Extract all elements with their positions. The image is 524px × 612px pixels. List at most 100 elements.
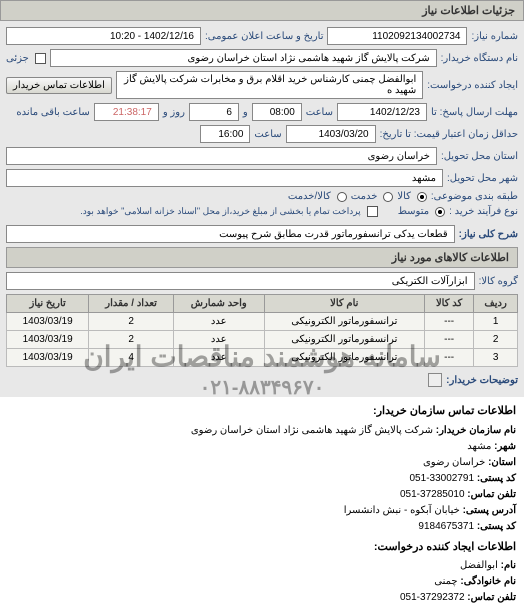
table-cell: 1403/03/19 — [7, 349, 89, 367]
valid-time-value: 16:00 — [200, 125, 250, 143]
valid-date-value: 1403/03/20 — [286, 125, 376, 143]
c-post2: 9184675371 — [418, 521, 474, 532]
table-header: ردیف — [474, 295, 518, 313]
valid-from-label: حداقل زمان اعتبار قیمت: تا تاریخ: — [380, 129, 518, 140]
table-cell: عدد — [173, 313, 264, 331]
radio-kalakhadamat[interactable] — [337, 192, 347, 202]
partial-checkbox[interactable] — [35, 53, 46, 64]
c-city: مشهد — [467, 441, 491, 452]
table-cell: ترانسفورماتور الکترونیکی — [264, 331, 424, 349]
attach-label: توضیحات خریدار: — [446, 375, 518, 386]
table-cell: 4 — [89, 349, 174, 367]
table-row: 3---ترانسفورماتور الکترونیکیعدد41403/03/… — [7, 349, 518, 367]
table-cell: 1 — [474, 313, 518, 331]
partial-label: جزئی — [6, 53, 29, 64]
table-header: تاریخ نیاز — [7, 295, 89, 313]
table-row: 2---ترانسفورماتور الکترونیکیعدد21403/03/… — [7, 331, 518, 349]
buyer-org-value: شرکت پالایش گاز شهید هاشمی نژاد استان خر… — [50, 49, 437, 67]
table-cell: 3 — [474, 349, 518, 367]
subject-cat-label: طبقه بندی موضوعی: — [431, 191, 518, 202]
date-value: 1402/12/16 - 10:20 — [6, 27, 201, 45]
resp-time-label: ساعت — [306, 107, 333, 118]
c-city-label: شهر: — [494, 441, 516, 452]
table-cell: 2 — [89, 331, 174, 349]
opt-khadamat: خدمت — [351, 191, 378, 202]
c-phone-label: تلفن تماس: — [467, 489, 516, 500]
c-lname-label: نام خانوادگی: — [460, 576, 516, 587]
c-addr-label: آدرس پستی: — [463, 505, 516, 516]
table-cell: 1403/03/19 — [7, 331, 89, 349]
delivery-province-label: استان محل تحویل: — [441, 151, 518, 162]
attachment-icon[interactable] — [428, 373, 442, 387]
table-cell: --- — [425, 313, 474, 331]
c-fname-label: نام: — [501, 560, 516, 571]
table-header: تعداد / مقدار — [89, 295, 174, 313]
c-province: خراسان رضوی — [423, 457, 485, 468]
resp-time-value: 08:00 — [252, 103, 302, 121]
c-phone2: 37292372-051 — [400, 592, 465, 603]
c-post-label: کد پستی: — [477, 473, 516, 484]
days-value: 6 — [189, 103, 239, 121]
table-cell: 1403/03/19 — [7, 313, 89, 331]
day-label: روز و — [163, 107, 185, 118]
niaz-no-label: شماره نیاز: — [471, 31, 518, 42]
c-lname: چمنی — [434, 576, 457, 587]
c-phone2-label: تلفن تماس: — [467, 592, 516, 603]
goods-table: ردیفکد کالانام کالاواحد شمارشتعداد / مقد… — [6, 294, 518, 367]
c-addr: خیابان آبکوه - نبش دانشسرا — [344, 505, 460, 516]
c-phone: 37285010-051 — [400, 489, 465, 500]
and-label: و — [243, 107, 248, 118]
desc-label: شرح کلی نیاز: — [459, 229, 518, 240]
table-header: کد کالا — [425, 295, 474, 313]
contact-info-button[interactable]: اطلاعات تماس خریدار — [6, 77, 112, 94]
requester-value: ابوالفضل چمنی کارشناس خرید اقلام برق و م… — [116, 71, 423, 99]
form-area: شماره نیاز: 1102092134002734 تاریخ و ساع… — [0, 21, 524, 397]
radio-medium[interactable] — [435, 207, 445, 217]
radio-khadamat[interactable] — [383, 192, 393, 202]
requester-label: ایجاد کننده درخواست: — [427, 80, 518, 91]
table-cell: 2 — [89, 313, 174, 331]
contact-section: اطلاعات تماس سازمان خریدار: نام سازمان خ… — [0, 397, 524, 612]
delivery-city-value: مشهد — [6, 169, 443, 187]
opt-kala: کالا — [397, 191, 411, 202]
group-value: ابزارآلات الکتریکی — [6, 272, 475, 290]
table-header: واحد شمارش — [173, 295, 264, 313]
delivery-city-label: شهر محل تحویل: — [447, 173, 518, 184]
opt-medium: متوسط — [398, 206, 429, 217]
contact-header-1: اطلاعات تماس سازمان خریدار: — [8, 403, 516, 421]
remain-label: ساعت باقی مانده — [16, 107, 89, 118]
table-cell: ترانسفورماتور الکترونیکی — [264, 313, 424, 331]
resp-date-value: 1402/12/23 — [337, 103, 427, 121]
opt-kalakhadamat: کالا/خدمت — [288, 191, 331, 202]
radio-kala[interactable] — [417, 192, 427, 202]
valid-time-label: ساعت — [254, 129, 281, 140]
group-label: گروه کالا: — [479, 276, 518, 287]
c-org-label: نام سازمان خریدار: — [436, 425, 516, 436]
c-post2-label: کد پستی: — [477, 521, 516, 532]
buyer-org-label: نام دستگاه خریدار: — [441, 53, 518, 64]
c-province-label: استان: — [488, 457, 516, 468]
date-label: تاریخ و ساعت اعلان عمومی: — [205, 31, 324, 42]
niaz-no-value: 1102092134002734 — [327, 27, 467, 45]
contact-header-2: اطلاعات ایجاد کننده درخواست: — [8, 539, 516, 557]
table-cell: 2 — [474, 331, 518, 349]
table-cell: ترانسفورماتور الکترونیکی — [264, 349, 424, 367]
section-header-details: جزئیات اطلاعات نیاز — [0, 0, 524, 21]
table-cell: عدد — [173, 349, 264, 367]
treasury-checkbox[interactable] — [367, 206, 378, 217]
goods-header: اطلاعات کالاهای مورد نیاز — [6, 247, 518, 268]
process-type-label: نوع فرآیند خرید : — [449, 206, 518, 217]
delivery-province-value: خراسان رضوی — [6, 147, 437, 165]
c-org: شرکت پالایش گاز شهید هاشمی نژاد استان خر… — [191, 425, 433, 436]
table-cell: --- — [425, 331, 474, 349]
resp-until-label: مهلت ارسال پاسخ: تا — [431, 107, 518, 118]
c-fname: ابوالفضل — [460, 560, 498, 571]
table-row: 1---ترانسفورماتور الکترونیکیعدد21403/03/… — [7, 313, 518, 331]
c-post: 33002791-051 — [410, 473, 475, 484]
table-cell: --- — [425, 349, 474, 367]
desc-value: قطعات یدکی ترانسفورماتور قدرت مطابق شرح … — [6, 225, 455, 243]
table-cell: عدد — [173, 331, 264, 349]
process-note: پرداخت تمام یا بخشی از مبلغ خرید،از محل … — [80, 206, 360, 217]
remain-time-value: 21:38:17 — [94, 103, 159, 121]
table-header: نام کالا — [264, 295, 424, 313]
